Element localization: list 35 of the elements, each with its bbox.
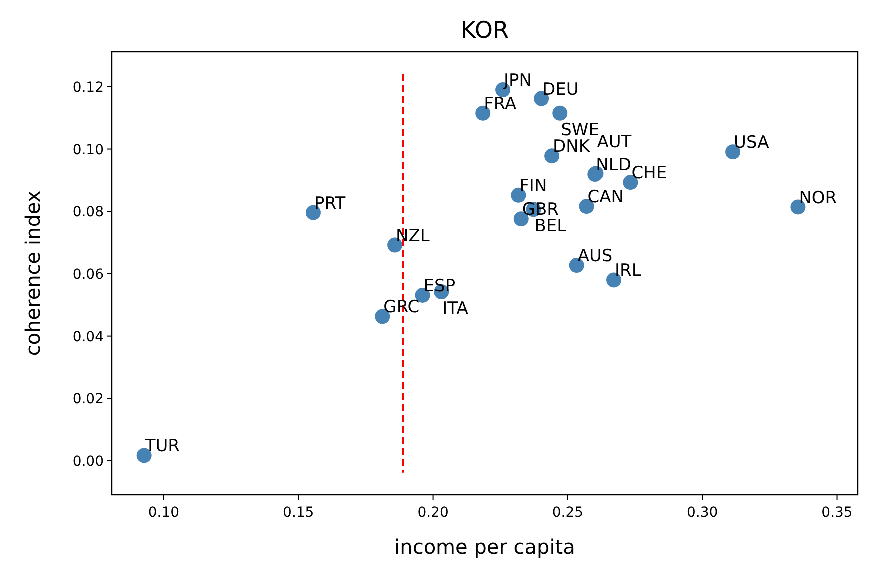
y-tick-label: 0.08 <box>72 204 104 221</box>
annotation: CHE <box>632 164 668 184</box>
annotation: FRA <box>484 94 518 114</box>
x-tick-label: 0.30 <box>687 505 718 521</box>
x-tick-label: 0.10 <box>148 505 180 521</box>
annotation: AUT <box>597 132 632 153</box>
point <box>552 106 568 121</box>
annotation: NOR <box>799 188 838 208</box>
y-tick-label: 0.02 <box>72 392 104 408</box>
x-axis-title: income per capita <box>394 535 576 559</box>
annotation: AUS <box>578 246 613 267</box>
annotation: PRT <box>314 194 346 214</box>
annotation: FIN <box>520 176 548 196</box>
annotation: IRL <box>615 261 642 282</box>
annotation: USA <box>734 133 770 154</box>
annotation: CAN <box>588 188 624 208</box>
annotation: ITA <box>442 299 469 320</box>
annotation: JPN <box>503 71 532 92</box>
y-tick-label: 0.10 <box>72 142 104 158</box>
annotation: NZL <box>396 226 430 246</box>
y-tick-label: 0.04 <box>72 329 104 346</box>
annotation: DEU <box>542 80 579 100</box>
annotation: TUR <box>144 436 180 457</box>
chart-title: KOR <box>461 18 509 44</box>
y-tick-label: 0.00 <box>72 454 104 470</box>
x-tick-label: 0.35 <box>822 505 853 521</box>
y-tick-label: 0.06 <box>72 266 104 283</box>
annotation: NLD <box>596 156 632 176</box>
x-tick-label: 0.25 <box>552 505 584 521</box>
annotation: GRC <box>384 298 420 318</box>
x-tick-label: 0.15 <box>283 505 314 521</box>
x-tick-label: 0.20 <box>418 505 449 521</box>
y-axis-title: coherence index <box>21 190 45 356</box>
y-tick-label: 0.12 <box>72 80 104 96</box>
annotation: BEL <box>534 216 568 237</box>
